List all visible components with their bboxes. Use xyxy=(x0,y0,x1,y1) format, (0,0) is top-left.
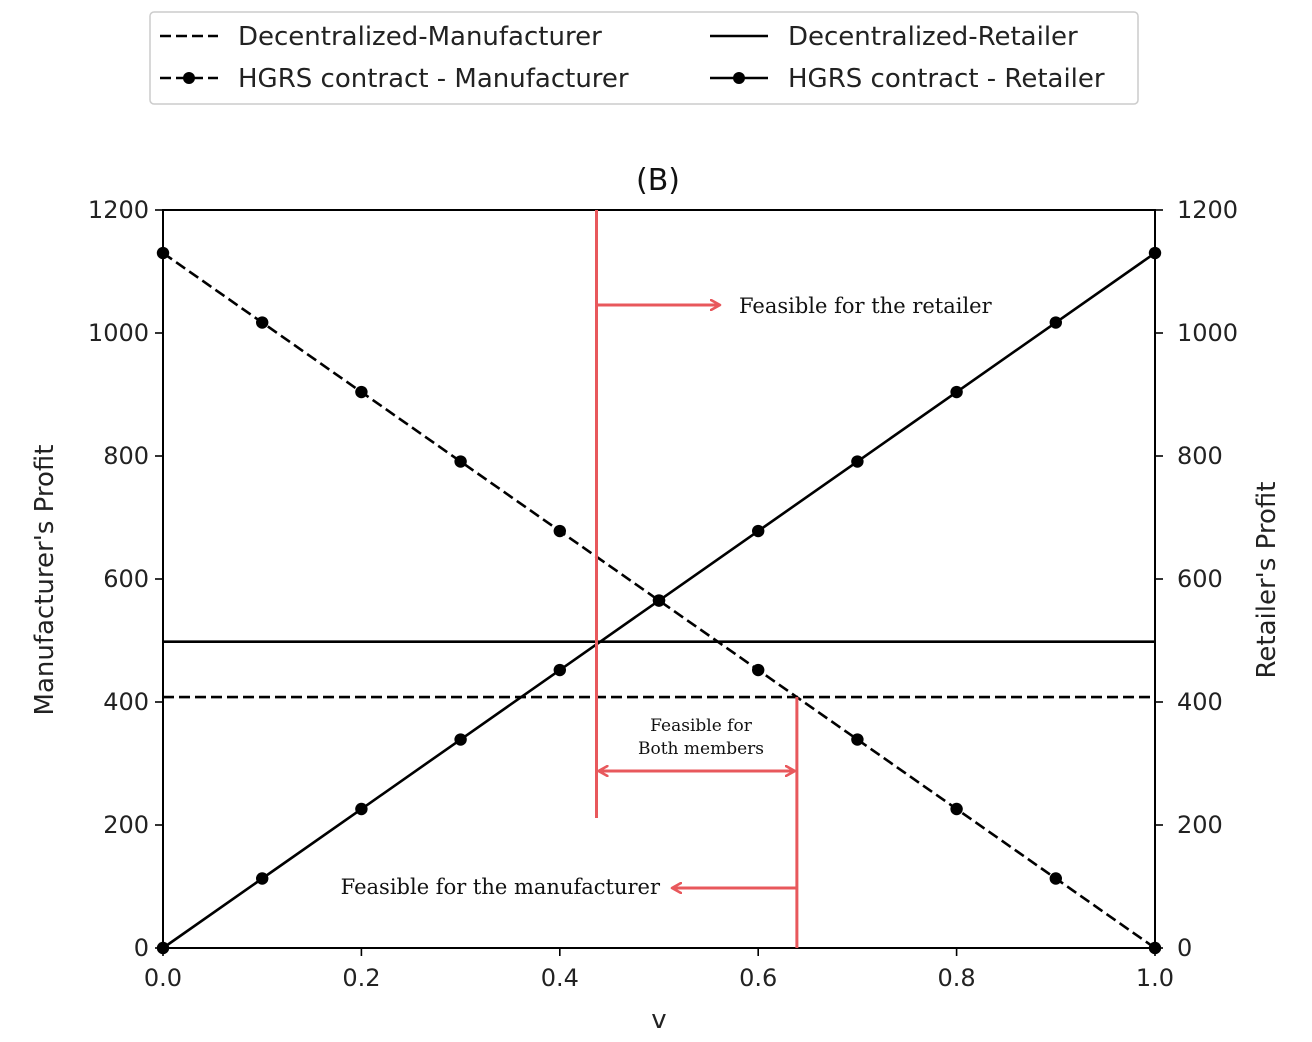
left-y-tick-label: 1200 xyxy=(88,196,149,224)
x-tick-label: 0.6 xyxy=(739,964,777,992)
legend-marker-dot xyxy=(733,72,745,84)
right-y-tick-label: 0 xyxy=(1177,934,1192,962)
series-hgrs-manufacturer-point xyxy=(950,802,963,816)
series-hgrs-retailer-point xyxy=(950,385,963,399)
right-y-tick-label: 600 xyxy=(1177,565,1223,593)
right-y-tick-label: 800 xyxy=(1177,442,1223,470)
chart-title: (B) xyxy=(636,163,680,198)
left-y-tick-label: 400 xyxy=(103,688,149,716)
legend-marker-dot xyxy=(183,72,195,84)
series-hgrs-retailer-point xyxy=(553,663,566,677)
x-axis-label: v xyxy=(651,1005,666,1035)
legend-label: Decentralized-Manufacturer xyxy=(238,22,602,52)
x-tick-label: 0.4 xyxy=(541,964,579,992)
series-hgrs-retailer-point xyxy=(851,455,864,468)
right-y-axis-label: Retailer's Profit xyxy=(1252,482,1282,679)
legend-label: Decentralized-Retailer xyxy=(788,22,1078,52)
series-hgrs-manufacturer-point xyxy=(355,385,368,399)
legend-entry-decentralized-manufacturer: Decentralized-Manufacturer xyxy=(160,22,602,52)
right-y-tick-label: 400 xyxy=(1177,688,1223,716)
left-y-tick-label: 200 xyxy=(103,811,149,839)
series-hgrs-manufacturer-point xyxy=(156,246,170,260)
series-hgrs-retailer-point xyxy=(1049,316,1063,329)
plot-frame xyxy=(162,209,1156,949)
series-hgrs-manufacturer-point xyxy=(553,524,566,538)
series-hgrs-manufacturer-point xyxy=(752,663,765,677)
series-hgrs-retailer-point xyxy=(652,594,666,607)
x-tick-label: 0.8 xyxy=(938,964,976,992)
series-hgrs-retailer-point xyxy=(256,872,269,885)
legend-box xyxy=(149,11,1139,105)
series-layer xyxy=(156,246,1162,955)
series-hgrs-manufacturer-point xyxy=(256,316,269,329)
right-y-tick-label: 200 xyxy=(1177,811,1223,839)
series-hgrs-manufacturer-point xyxy=(1049,872,1063,885)
legend-entry-decentralized-retailer: Decentralized-Retailer xyxy=(710,22,1078,52)
annotation-feasible-manufacturer: Feasible for the manufacturer xyxy=(341,875,661,899)
right-y-tick-label: 1200 xyxy=(1177,196,1238,224)
annotation-layer xyxy=(595,210,799,948)
legend-label: HGRS contract - Manufacturer xyxy=(238,64,629,94)
x-axis-ticks: 0.0 0.2 0.4 0.6 0.8 1.0 xyxy=(144,948,1174,992)
legend-entry-hgrs-manufacturer: HGRS contract - Manufacturer xyxy=(160,64,629,94)
series-hgrs-manufacturer-point xyxy=(851,733,864,746)
left-y-axis-label: Manufacturer's Profit xyxy=(30,445,60,716)
series-hgrs-retailer-point xyxy=(1148,246,1162,260)
series-hgrs-retailer-point xyxy=(454,733,467,746)
annotation-feasible-both-line1: Feasible for xyxy=(650,716,753,736)
left-y-tick-label: 1000 xyxy=(88,319,149,347)
legend-label: HGRS contract - Retailer xyxy=(788,64,1105,94)
left-y-tick-label: 0 xyxy=(134,934,149,962)
legend: Decentralized-Manufacturer HGRS contract… xyxy=(149,11,1139,105)
series-hgrs-retailer-point xyxy=(355,802,368,816)
series-hgrs-retailer-point xyxy=(156,941,170,955)
right-y-axis-ticks: 0 200 400 600 800 1000 1200 xyxy=(1155,196,1238,962)
annotation-feasible-both-line2: Both members xyxy=(638,739,764,759)
series-hgrs-manufacturer-point xyxy=(454,455,467,468)
series-hgrs-manufacturer-point xyxy=(1148,941,1162,955)
series-hgrs-retailer-point xyxy=(752,524,765,538)
legend-entry-hgrs-retailer: HGRS contract - Retailer xyxy=(710,64,1105,94)
annotation-feasible-retailer: Feasible for the retailer xyxy=(739,294,993,318)
series-hgrs-manufacturer-line xyxy=(162,251,1156,950)
left-y-axis-ticks: 0 200 400 600 800 1000 1200 xyxy=(88,196,163,962)
x-tick-label: 0.2 xyxy=(342,964,380,992)
x-tick-label: 0.0 xyxy=(144,964,182,992)
right-y-tick-label: 1000 xyxy=(1177,319,1238,347)
x-tick-label: 1.0 xyxy=(1136,964,1174,992)
left-y-tick-label: 600 xyxy=(103,565,149,593)
left-y-tick-label: 800 xyxy=(103,442,149,470)
